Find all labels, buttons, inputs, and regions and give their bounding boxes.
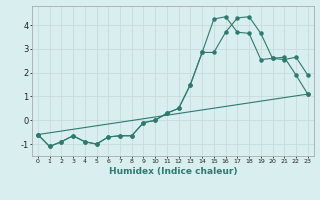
- X-axis label: Humidex (Indice chaleur): Humidex (Indice chaleur): [108, 167, 237, 176]
